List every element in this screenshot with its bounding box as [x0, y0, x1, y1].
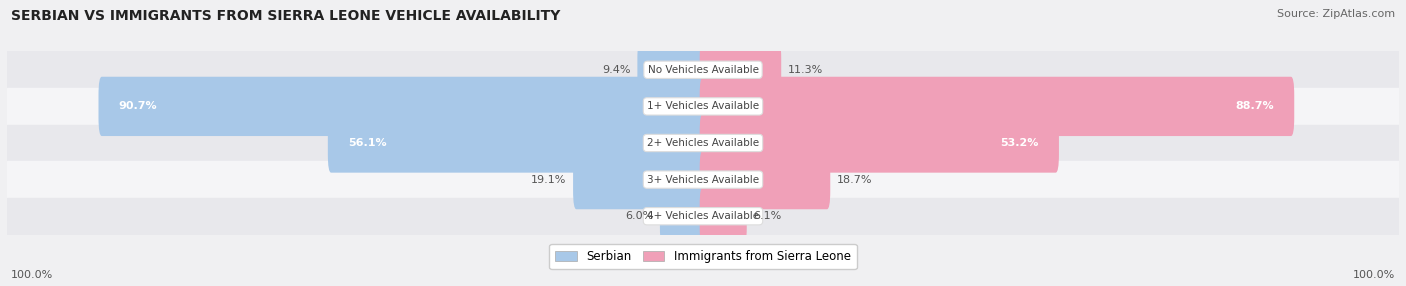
FancyBboxPatch shape	[700, 113, 1059, 173]
Text: 100.0%: 100.0%	[11, 270, 53, 280]
Text: 11.3%: 11.3%	[787, 65, 823, 75]
FancyBboxPatch shape	[637, 40, 706, 100]
FancyBboxPatch shape	[328, 113, 706, 173]
Bar	[7, 161, 1399, 198]
Text: 90.7%: 90.7%	[118, 102, 157, 111]
Text: SERBIAN VS IMMIGRANTS FROM SIERRA LEONE VEHICLE AVAILABILITY: SERBIAN VS IMMIGRANTS FROM SIERRA LEONE …	[11, 9, 561, 23]
Text: 4+ Vehicles Available: 4+ Vehicles Available	[647, 211, 759, 221]
Text: 2+ Vehicles Available: 2+ Vehicles Available	[647, 138, 759, 148]
FancyBboxPatch shape	[574, 150, 706, 209]
Text: 56.1%: 56.1%	[347, 138, 387, 148]
Bar	[7, 198, 1399, 235]
FancyBboxPatch shape	[700, 186, 747, 246]
Text: 53.2%: 53.2%	[1001, 138, 1039, 148]
Text: 3+ Vehicles Available: 3+ Vehicles Available	[647, 175, 759, 184]
FancyBboxPatch shape	[659, 186, 706, 246]
Bar	[7, 125, 1399, 161]
Text: Source: ZipAtlas.com: Source: ZipAtlas.com	[1277, 9, 1395, 19]
FancyBboxPatch shape	[700, 77, 1295, 136]
Bar	[7, 51, 1399, 88]
FancyBboxPatch shape	[98, 77, 706, 136]
Text: 9.4%: 9.4%	[602, 65, 631, 75]
Text: 6.0%: 6.0%	[626, 211, 654, 221]
FancyBboxPatch shape	[700, 150, 831, 209]
Bar	[7, 88, 1399, 125]
Text: 6.1%: 6.1%	[754, 211, 782, 221]
Text: No Vehicles Available: No Vehicles Available	[648, 65, 758, 75]
Text: 19.1%: 19.1%	[531, 175, 567, 184]
Text: 1+ Vehicles Available: 1+ Vehicles Available	[647, 102, 759, 111]
FancyBboxPatch shape	[700, 40, 782, 100]
Legend: Serbian, Immigrants from Sierra Leone: Serbian, Immigrants from Sierra Leone	[550, 244, 856, 269]
Text: 100.0%: 100.0%	[1353, 270, 1395, 280]
Text: 88.7%: 88.7%	[1236, 102, 1274, 111]
Text: 18.7%: 18.7%	[837, 175, 872, 184]
